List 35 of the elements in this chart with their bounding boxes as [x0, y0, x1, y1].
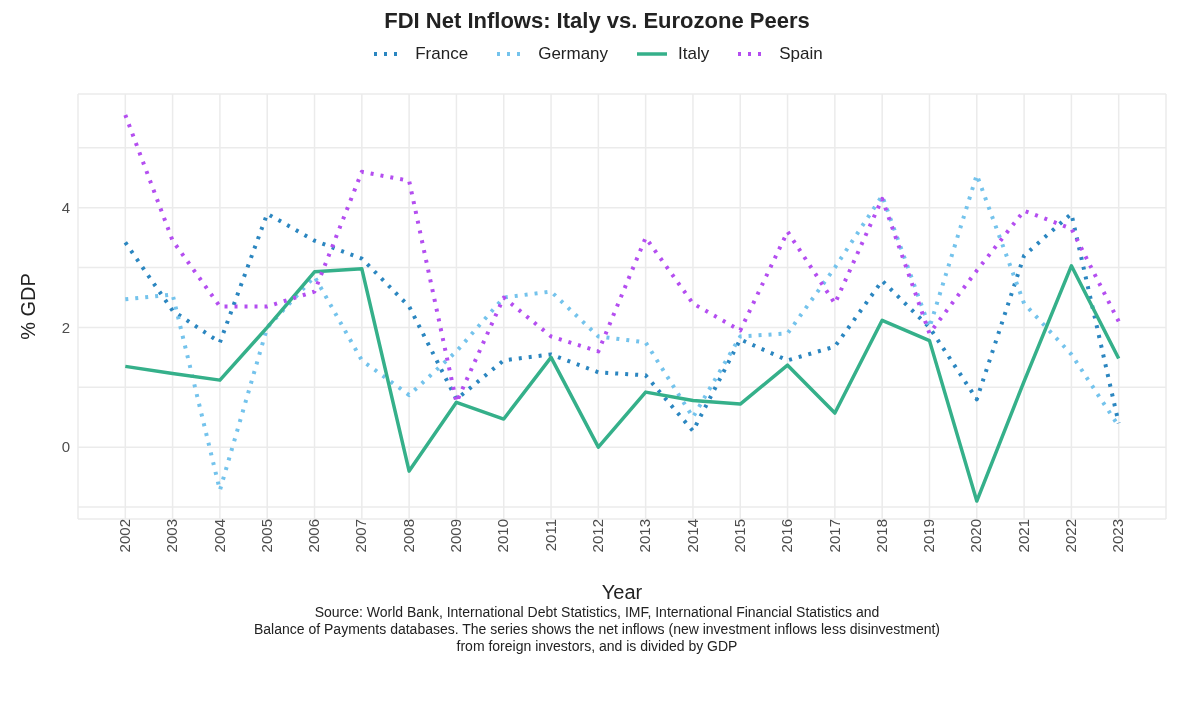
- x-tick-label: 2017: [825, 519, 843, 553]
- x-tick-label: 2019: [920, 519, 938, 553]
- x-tick-label: 2007: [352, 519, 370, 553]
- x-tick-label: 2020: [967, 519, 985, 553]
- legend-label: Italy: [678, 44, 710, 64]
- x-tick-label: 2012: [589, 519, 606, 553]
- x-tick-label: 2005: [257, 519, 275, 553]
- x-axis-title: Year: [601, 581, 643, 603]
- x-tick-label: 2023: [1109, 519, 1127, 553]
- x-tick-label: 2011: [541, 519, 559, 552]
- source-note: Source: World Bank, International Debt Statistics, IMF, International Financial Statistics and Balance of Payments databases. The series shows the net inflows (new investment inflows less disinvestment) from foreign investors, and is divided by GDP: [252, 604, 942, 655]
- x-tick-label: 2004: [210, 519, 228, 553]
- x-tick-label: 2018: [872, 519, 890, 553]
- x-tick-label: 2002: [115, 519, 133, 553]
- legend-label: Spain: [779, 44, 823, 64]
- y-axis-title: % GDP: [17, 273, 40, 340]
- legend-label: France: [415, 44, 469, 64]
- x-tick-label: 2003: [163, 519, 181, 553]
- x-tick-label: 2013: [636, 519, 654, 553]
- line-series: [123, 211, 1121, 434]
- y-tick-label: 0: [61, 438, 70, 456]
- x-tick-label: 2021: [1014, 519, 1032, 553]
- chart-title: FDI Net Inflows: Italy vs. Eurozone Peers: [383, 8, 811, 34]
- y-tick-label: 2: [61, 318, 70, 336]
- x-tick-label: 2015: [730, 519, 748, 553]
- x-tick-label: 2008: [399, 519, 417, 553]
- x-tick-label: 2009: [447, 519, 465, 553]
- line-series: [123, 264, 1121, 503]
- x-tick-label: 2022: [1062, 519, 1080, 553]
- x-tick-label: 2014: [683, 519, 701, 553]
- legend-label: Germany: [538, 44, 609, 64]
- x-tick-label: 2016: [778, 519, 796, 553]
- y-tick-label: 4: [61, 199, 70, 217]
- x-tick-label: 2010: [494, 519, 512, 553]
- x-tick-label: 2006: [305, 519, 323, 553]
